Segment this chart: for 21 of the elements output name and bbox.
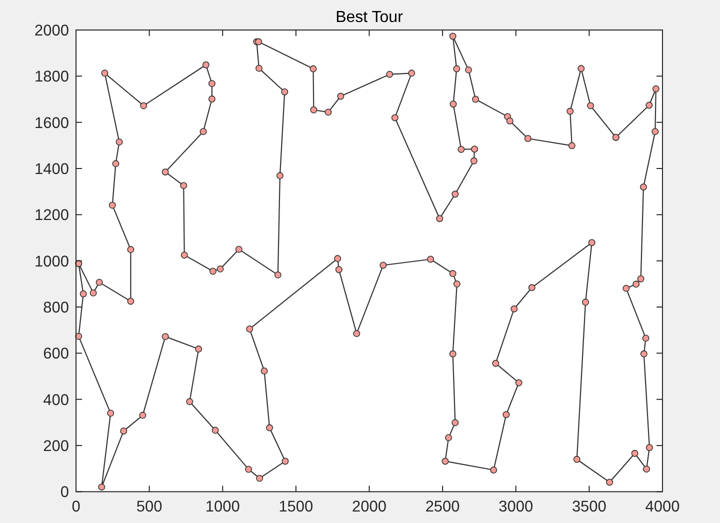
x-tick-label: 3000 [498, 498, 534, 516]
y-tick-label: 200 [43, 438, 70, 455]
y-tick-label: 2000 [34, 22, 70, 40]
y-tick-label: 1200 [34, 207, 70, 224]
y-tick-label: 1600 [34, 114, 70, 132]
x-tick-label: 2500 [425, 498, 460, 516]
x-tick-label: 500 [136, 498, 163, 516]
x-tick-label: 1500 [278, 498, 314, 516]
x-tick-label: 0 [72, 498, 81, 516]
y-tick-label: 1000 [34, 253, 70, 270]
x-tick-label: 3500 [572, 498, 607, 516]
chart-title: Best Tour [336, 9, 404, 26]
x-tick-label: 2000 [352, 498, 387, 516]
x-tick-label: 4000 [645, 498, 680, 516]
y-tick-label: 1400 [34, 160, 70, 178]
y-tick-label: 800 [43, 299, 70, 316]
y-tick-label: 0 [60, 484, 70, 502]
y-tick-label: 400 [43, 392, 70, 409]
y-tick-label: 1800 [34, 68, 70, 86]
x-tick-label: 1000 [205, 498, 240, 516]
y-tick-label: 600 [43, 346, 70, 363]
